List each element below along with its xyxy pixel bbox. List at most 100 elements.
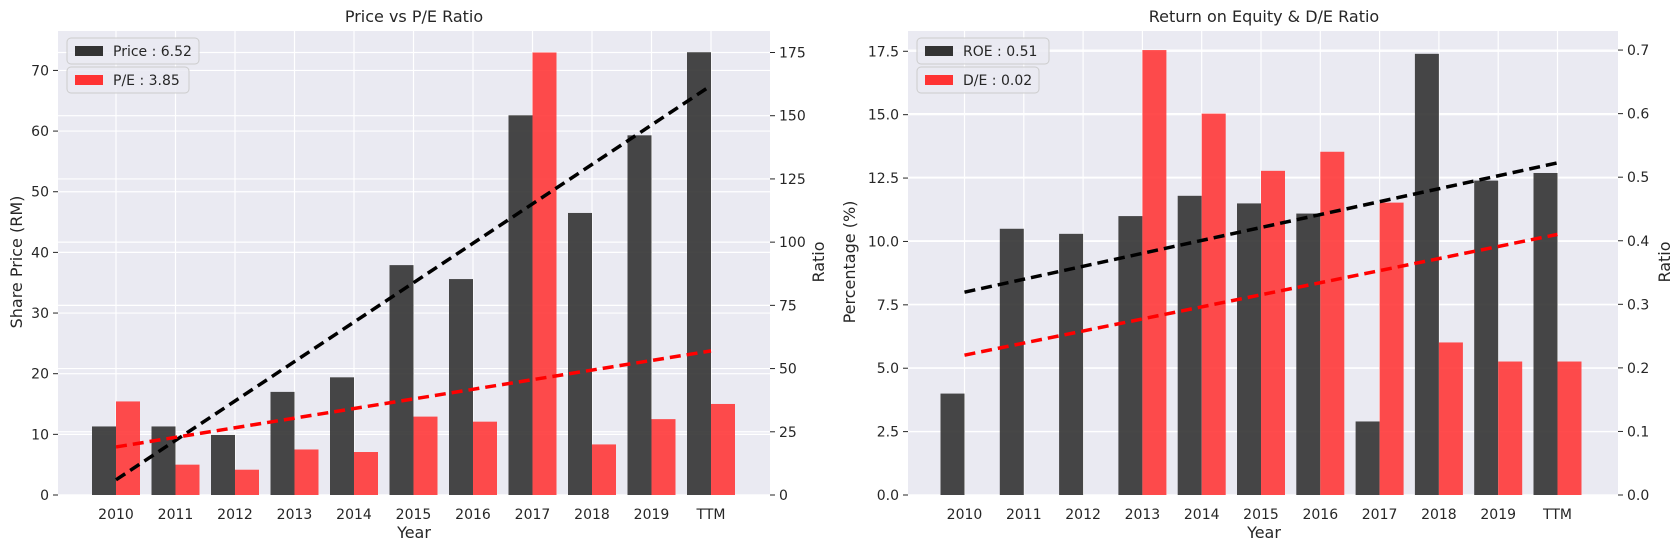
y-right-tick-label: 0.1 [1627, 424, 1649, 440]
y-tick-label: 60 [31, 124, 49, 140]
bar-de [1557, 361, 1582, 495]
y-axis-label: Percentage (%) [840, 201, 859, 324]
legend-swatch [75, 75, 103, 85]
y-right-tick-label: 150 [779, 109, 806, 125]
y-tick-label: 10 [31, 427, 49, 443]
y-right-tick-label: 175 [779, 45, 806, 61]
x-tick-label: 2015 [1243, 507, 1279, 523]
bar-pe [235, 469, 259, 495]
y-right-tick-label: 100 [779, 235, 806, 251]
bar-price [449, 279, 473, 495]
y-right-tick-label: 50 [779, 362, 797, 378]
x-axis-label: Year [1246, 523, 1281, 542]
bar-roe [1474, 180, 1499, 495]
y-axis-label: Share Price (RM) [7, 196, 26, 329]
x-tick-label: 2018 [574, 507, 610, 523]
y-tick-label: 30 [31, 306, 49, 322]
legend-swatch [925, 46, 953, 56]
x-tick-label: 2011 [158, 507, 194, 523]
bar-pe [473, 421, 497, 495]
roe-de-chart: Return on Equity & D/E Ratio Year Percen… [840, 7, 1674, 542]
bar-roe [1118, 216, 1143, 495]
y-right-tick-label: 0.3 [1627, 297, 1649, 313]
legend-swatch [75, 46, 103, 56]
legend-box [66, 37, 200, 65]
bar-price [687, 52, 711, 495]
x-tick-label: 2019 [1480, 507, 1516, 523]
y-tick-label: 15.0 [868, 108, 899, 124]
bar-de [1142, 50, 1167, 496]
x-tick-label: 2010 [98, 507, 134, 523]
bar-price [389, 265, 414, 495]
legend-label: ROE : 0.51 [963, 44, 1037, 60]
bar-pe [354, 452, 378, 495]
y-right-tick-label: 125 [779, 172, 806, 188]
bar-de [1261, 170, 1285, 495]
y-right-tick-label: 0.0 [1627, 488, 1649, 504]
x-tick-label: 2012 [217, 507, 253, 523]
legend-box [916, 66, 1040, 94]
bar-price [330, 377, 354, 495]
chart-title: Return on Equity & D/E Ratio [1149, 7, 1379, 26]
bar-roe [940, 393, 965, 495]
y-right-tick-label: 0.7 [1627, 43, 1649, 59]
bar-pe [651, 419, 676, 495]
bar-de [1379, 202, 1404, 495]
bar-price [92, 426, 116, 495]
bar-price [211, 434, 235, 495]
y-right-tick-label: 0.6 [1627, 107, 1649, 123]
x-tick-label: TTM [696, 507, 726, 523]
y-right-tick-label: 0 [779, 488, 788, 504]
y-right-tick-label: 0.4 [1627, 234, 1649, 250]
bar-de [1320, 151, 1345, 495]
bar-pe [592, 444, 616, 495]
y-tick-label: 70 [31, 63, 49, 79]
x-tick-label: 2011 [1006, 507, 1042, 523]
bar-pe [294, 449, 319, 495]
x-tick-label: 2012 [1065, 507, 1101, 523]
bar-roe [1533, 172, 1558, 495]
x-tick-label: 2016 [1302, 507, 1338, 523]
bar-pe [116, 401, 140, 495]
bar-roe [1296, 213, 1321, 495]
y-tick-label: 5.0 [877, 361, 899, 377]
legend-swatch [925, 75, 953, 85]
bar-de [1498, 361, 1523, 495]
legend-box [66, 66, 190, 94]
bar-price [627, 135, 652, 495]
x-tick-label: 2014 [336, 507, 372, 523]
bar-roe [1355, 421, 1380, 495]
bar-pe [413, 416, 438, 495]
y-tick-label: 17.5 [868, 44, 899, 60]
bar-price [568, 212, 592, 495]
bar-pe [711, 403, 735, 495]
y-tick-label: 7.5 [877, 298, 899, 314]
bar-pe [532, 52, 557, 495]
y-axis-right-label: Ratio [809, 241, 828, 282]
y-right-tick-label: 25 [779, 425, 797, 441]
bar-roe [1414, 53, 1439, 495]
y-tick-label: 0 [40, 488, 49, 504]
bar-roe [1059, 233, 1084, 495]
x-tick-label: 2013 [1125, 507, 1161, 523]
trend-line [115, 349, 712, 449]
x-axis-label: Year [396, 523, 431, 542]
x-tick-label: 2018 [1421, 507, 1457, 523]
bar-price [270, 391, 295, 495]
bar-pe [175, 464, 200, 495]
x-tick-label: 2017 [515, 507, 551, 523]
y-axis-right-label: Ratio [1655, 241, 1674, 282]
bar-price [508, 115, 533, 495]
legend-label: Price : 6.52 [113, 44, 192, 60]
x-tick-label: 2015 [396, 507, 432, 523]
y-tick-label: 2.5 [877, 425, 899, 441]
bar-roe [999, 228, 1024, 495]
y-tick-label: 0.0 [877, 488, 899, 504]
x-tick-label: TTM [1542, 507, 1572, 523]
legend-label: D/E : 0.02 [963, 73, 1032, 89]
y-tick-label: 10.0 [868, 234, 899, 250]
bar-de [1438, 342, 1463, 495]
x-tick-label: 2013 [277, 507, 313, 523]
y-right-tick-label: 0.5 [1627, 170, 1649, 186]
